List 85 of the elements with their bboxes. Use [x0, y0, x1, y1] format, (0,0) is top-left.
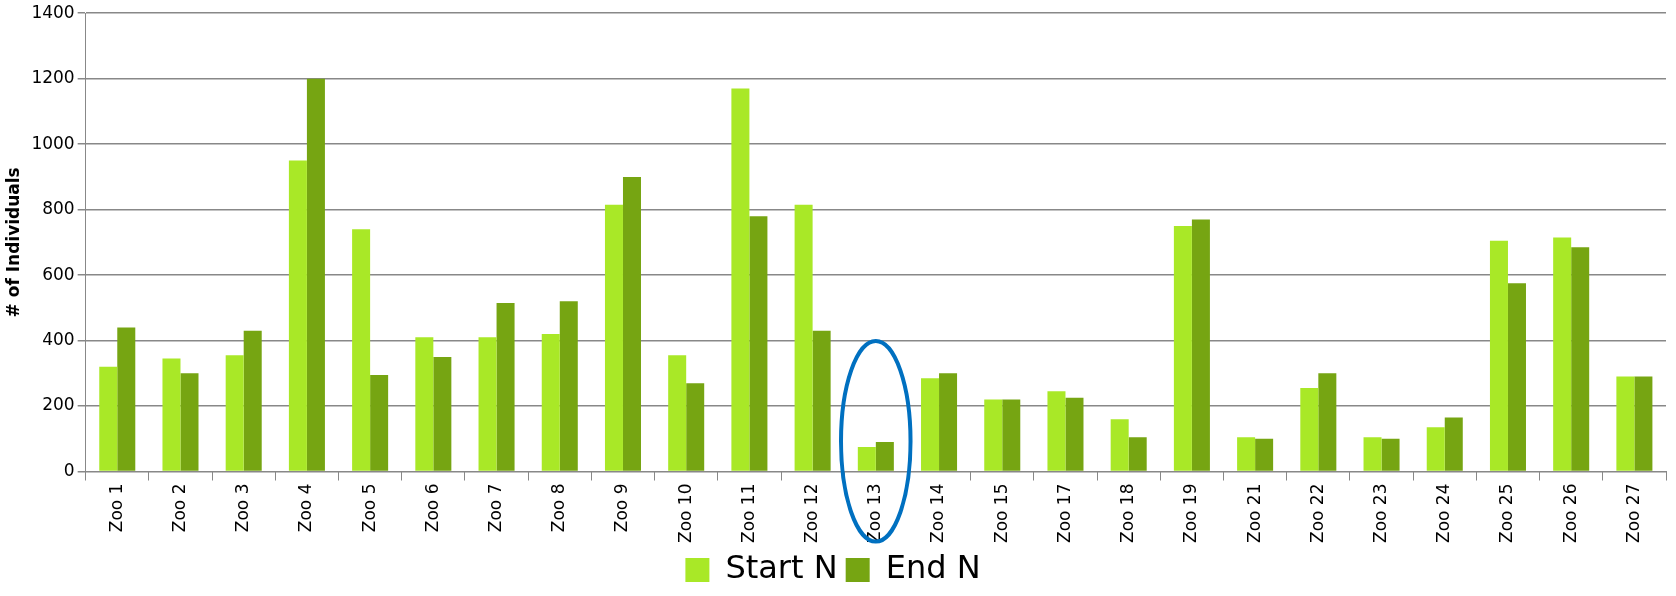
y-tick-label: 600	[42, 263, 75, 284]
bar	[686, 383, 705, 471]
legend-label: Start N	[725, 548, 838, 587]
x-tick-label: Zoo 4	[295, 483, 316, 533]
bar	[604, 204, 623, 471]
bar	[1489, 240, 1508, 471]
x-tick-label: Zoo 24	[1433, 483, 1454, 543]
bar	[984, 399, 1003, 471]
x-tick-label: Zoo 23	[1369, 483, 1390, 543]
x-tick-label: Zoo 2	[168, 483, 189, 533]
bar	[288, 160, 307, 471]
bar	[857, 446, 876, 471]
y-axis-title: # of Individuals	[2, 167, 23, 318]
bar	[370, 374, 389, 471]
y-tick-label: 1200	[31, 67, 75, 88]
bar	[1571, 247, 1590, 471]
x-tick-label: Zoo 11	[737, 483, 758, 543]
bar	[668, 355, 687, 471]
bar	[794, 204, 813, 471]
bar	[1444, 417, 1463, 471]
bar	[1191, 219, 1210, 471]
bar	[99, 366, 118, 471]
bar	[1173, 225, 1192, 471]
x-tick-label: Zoo 26	[1559, 483, 1580, 543]
bar	[731, 88, 750, 471]
bar	[1002, 399, 1021, 471]
bar	[1128, 437, 1147, 471]
bar	[1553, 237, 1572, 471]
bar	[1507, 283, 1526, 471]
bar	[1255, 438, 1274, 471]
bar	[1363, 437, 1382, 471]
bar	[921, 378, 940, 471]
x-tick-label: Zoo 21	[1243, 483, 1264, 543]
bar	[1300, 388, 1319, 471]
bar	[541, 334, 560, 471]
bar	[352, 229, 371, 471]
x-tick-label: Zoo 22	[1306, 483, 1327, 543]
x-tick-label: Zoo 15	[990, 483, 1011, 543]
bar	[162, 358, 181, 471]
y-tick-label: 1000	[31, 132, 75, 153]
bar	[939, 373, 958, 471]
x-tick-label: Zoo 9	[611, 483, 632, 533]
x-tick-label: Zoo 27	[1622, 483, 1643, 543]
bar	[1616, 376, 1635, 471]
bar	[180, 373, 199, 471]
y-tick-label: 400	[42, 328, 75, 349]
bar	[1110, 419, 1129, 471]
x-tick-label: Zoo 6	[421, 483, 442, 533]
x-tick-label: Zoo 10	[674, 483, 695, 543]
bar	[243, 330, 262, 471]
bar	[433, 356, 452, 471]
bar	[812, 330, 831, 471]
x-tick-label: Zoo 1	[105, 483, 126, 533]
x-tick-label: Zoo 14	[927, 483, 948, 543]
bar	[1237, 437, 1256, 471]
bar	[1065, 397, 1084, 471]
bar	[415, 337, 434, 471]
x-tick-label: Zoo 3	[232, 483, 253, 533]
bar	[1318, 373, 1337, 471]
x-tick-label: Zoo 25	[1496, 483, 1517, 543]
legend-label: End N	[885, 548, 981, 587]
bar	[1047, 391, 1066, 471]
bar	[1634, 376, 1653, 471]
bar	[749, 216, 768, 471]
bar	[117, 327, 136, 471]
x-tick-label: Zoo 5	[358, 483, 379, 533]
y-tick-label: 0	[63, 459, 75, 480]
x-tick-label: Zoo 8	[548, 483, 569, 533]
y-tick-label: 1400	[31, 1, 75, 22]
x-tick-label: Zoo 18	[1117, 483, 1138, 543]
bar	[1426, 427, 1445, 471]
y-tick-label: 200	[42, 394, 75, 415]
bar	[622, 176, 641, 471]
bar	[1381, 438, 1400, 471]
bar	[225, 355, 244, 471]
bar	[478, 337, 497, 471]
bar	[559, 301, 578, 471]
bar	[875, 442, 894, 471]
bar	[306, 78, 325, 471]
x-tick-label: Zoo 12	[801, 483, 822, 543]
x-tick-label: Zoo 17	[1053, 483, 1074, 543]
x-tick-label: Zoo 7	[484, 483, 505, 533]
bar	[496, 302, 515, 471]
x-tick-label: Zoo 19	[1180, 483, 1201, 543]
y-tick-label: 800	[42, 198, 75, 219]
